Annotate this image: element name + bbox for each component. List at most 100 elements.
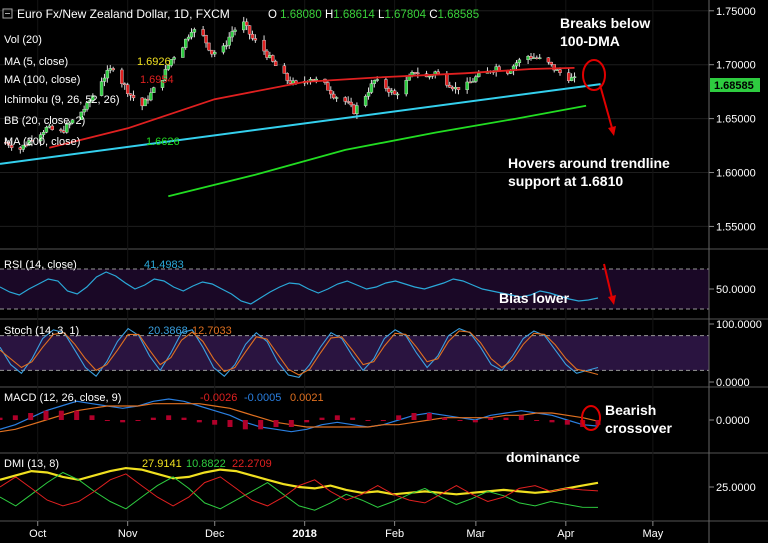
price-tick-label: 1.70000 [716, 60, 756, 72]
candle-body [282, 65, 287, 74]
legend-adx-value: 27.9141 [142, 458, 182, 470]
macd-histogram-bar [319, 417, 325, 420]
annotations: Breaks below 100-DMA Hovers around trend… [499, 15, 672, 465]
legend-bb: BB (20, close, 2) [4, 115, 85, 127]
candle-body [82, 109, 86, 113]
price-pane [0, 16, 601, 198]
legend-minusdi-value: 22.2709 [232, 458, 272, 470]
price-tick-label: 1.75000 [716, 6, 756, 18]
legend-ma100: MA (100, close) [4, 74, 80, 86]
candle-body [24, 144, 28, 147]
rsi-pane: 50.0000 [0, 268, 756, 310]
rsi-band [0, 269, 709, 309]
dmi-pane: 25.0000 [0, 466, 756, 511]
candle-body [453, 87, 458, 90]
rsi-arrow-line [603, 263, 613, 299]
time-tick-label: 2018 [292, 528, 316, 540]
candle-body [166, 65, 170, 70]
candle-body [41, 132, 46, 135]
candle-body [79, 111, 83, 120]
candle-body [552, 64, 556, 71]
candle-body [189, 32, 194, 38]
candle-body [230, 31, 234, 38]
macd-histogram-bar [288, 420, 294, 427]
rsi-line [0, 271, 599, 305]
candle-body [146, 98, 150, 101]
candle-body [329, 90, 333, 95]
osc-tick-label: 100.0000 [716, 319, 762, 331]
osc-tick-label: 25.0000 [716, 482, 756, 494]
candle-body [181, 47, 185, 58]
candle-body [38, 134, 43, 142]
candle-body [288, 80, 292, 84]
macd-crossover-circle [581, 405, 601, 431]
plus-di-line [0, 471, 599, 511]
macd-histogram-bar [58, 410, 64, 420]
macd-line [0, 398, 599, 433]
candle-body [346, 101, 350, 103]
candle-body [169, 59, 173, 66]
annotation-breaks-1: Breaks below [560, 15, 650, 31]
candle-body [91, 95, 95, 101]
collapse-icon[interactable] [2, 8, 13, 19]
candle-body [273, 61, 278, 67]
legend-rsi: RSI (14, close) [4, 259, 77, 271]
candle-body [558, 69, 562, 74]
header: Euro Fx/New Zealand Dollar, 1D, FXCM O 1… [2, 7, 479, 21]
candle-body [207, 42, 211, 51]
candle-body [125, 84, 130, 94]
candle-body [387, 88, 391, 93]
candle-body [9, 145, 14, 148]
price-arrow-head [608, 126, 616, 136]
candle-body [244, 21, 249, 26]
candle-body [526, 56, 530, 61]
candle-body [349, 101, 353, 106]
candle-body [535, 57, 539, 59]
candle-body [247, 25, 252, 35]
macd-histogram-bar [135, 420, 141, 421]
ma200-line [168, 104, 587, 198]
macd-histogram-bar [304, 420, 310, 423]
candle-body [233, 29, 237, 32]
chart-title: Euro Fx/New Zealand Dollar, 1D, FXCM [17, 7, 230, 21]
macd-histogram-bar [534, 420, 540, 421]
annotation-bearish-1: Bearish [605, 402, 656, 418]
trendline [0, 83, 601, 165]
candle-body [471, 81, 475, 83]
macd-histogram-bar [104, 420, 110, 421]
candle-body [268, 55, 272, 58]
candle-body [529, 56, 533, 59]
candle-body [363, 96, 368, 106]
candle-body [59, 129, 63, 132]
candle-body [50, 125, 54, 130]
macd-histogram-bar [150, 417, 156, 420]
macd-histogram-bar [120, 420, 126, 423]
candle-body [546, 57, 551, 63]
legend-stoch-k: 20.3868 [148, 325, 188, 337]
candle-body [456, 87, 461, 90]
candle-body [390, 90, 394, 93]
macd-histogram-bar [472, 420, 478, 423]
candle-body [355, 105, 359, 114]
legend-signal-value: -0.0005 [244, 392, 281, 404]
time-axis: Oct Nov Dec 2018 Feb Mar Apr May [29, 521, 664, 540]
candle-body [404, 80, 408, 95]
candle-body [514, 62, 519, 67]
macd-histogram-bar [488, 417, 494, 420]
legend-ma200: MA (200, close) [4, 136, 80, 148]
macd-histogram-bar [365, 420, 371, 421]
macd-histogram-bar [595, 420, 601, 425]
candle-body [369, 83, 374, 93]
legend-vol: Vol (20) [4, 34, 42, 46]
adx-line [0, 466, 599, 496]
candle-body [334, 97, 339, 99]
candle-body [111, 68, 115, 71]
candle-body [555, 69, 559, 71]
legend-rsi-value: 41.4983 [144, 259, 184, 271]
candle-body [67, 122, 72, 125]
candle-body [21, 144, 25, 150]
legend-macd-value: -0.0026 [200, 392, 237, 404]
osc-tick-label: 50.0000 [716, 284, 756, 296]
candle-body [567, 72, 571, 81]
